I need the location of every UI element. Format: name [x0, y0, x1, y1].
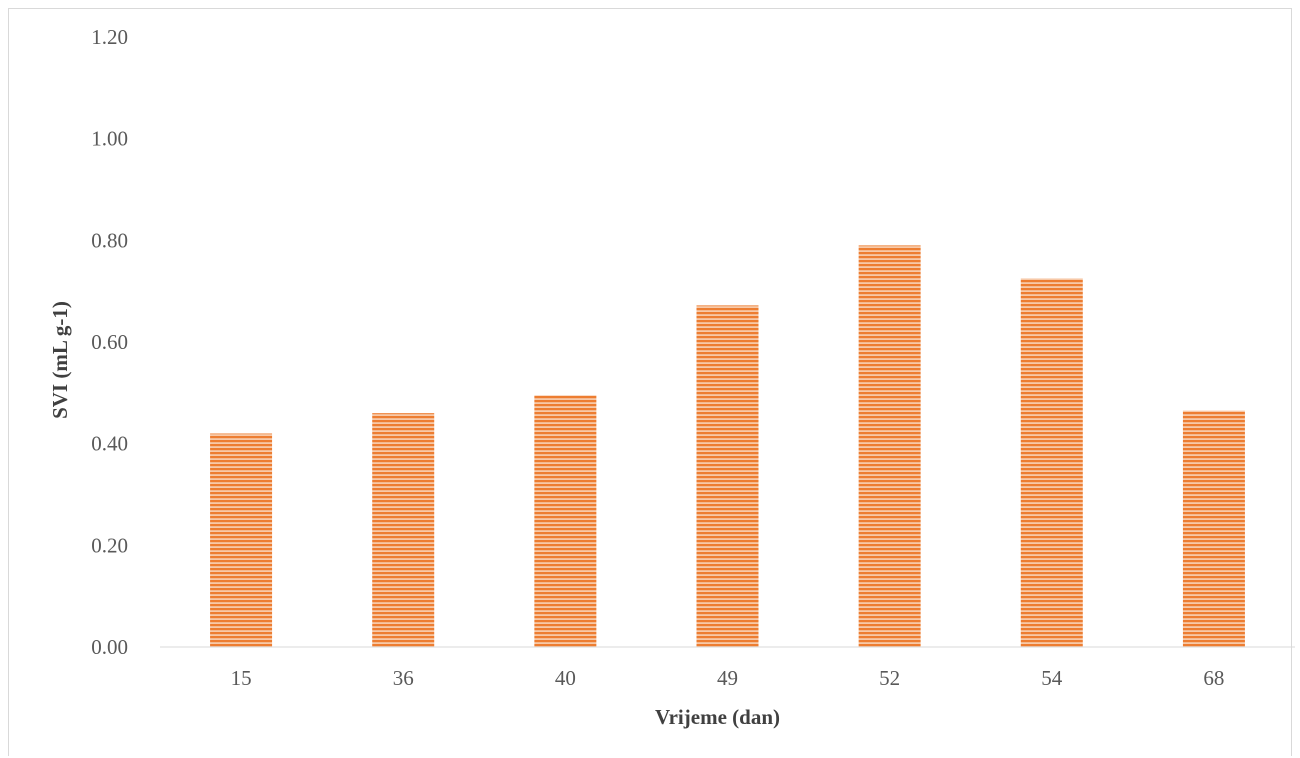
- bar-68: [1182, 410, 1245, 647]
- y-tick-label: 0.00: [91, 635, 128, 659]
- x-tick-label: 68: [1203, 666, 1224, 690]
- bar-54: [1020, 278, 1083, 647]
- y-tick-label: 0.60: [91, 330, 128, 354]
- x-tick-label: 15: [231, 666, 252, 690]
- x-tick-label: 40: [555, 666, 576, 690]
- x-axis-title: Vrijeme (dan): [655, 705, 780, 729]
- y-axis-title: SVI (mL g-1): [48, 301, 72, 419]
- bar-15: [210, 433, 273, 647]
- x-tick-label: 54: [1041, 666, 1063, 690]
- x-tick-label: 49: [717, 666, 738, 690]
- x-tick-label: 52: [879, 666, 900, 690]
- x-tick-label: 36: [393, 666, 414, 690]
- y-tick-label: 0.20: [91, 533, 128, 557]
- bars: [210, 245, 1245, 647]
- y-axis-ticks: 0.00 0.20 0.40 0.60 0.80 1.00 1.20: [91, 25, 128, 659]
- bar-36: [372, 413, 435, 647]
- bar-52: [858, 245, 921, 647]
- y-tick-label: 1.20: [91, 25, 128, 49]
- y-tick-label: 1.00: [91, 127, 128, 151]
- x-axis-ticks: 15 36 40 49 52 54 68: [231, 666, 1225, 690]
- bar-49: [696, 305, 759, 647]
- bar-40: [534, 395, 597, 647]
- y-tick-label: 0.80: [91, 228, 128, 252]
- y-tick-label: 0.40: [91, 432, 128, 456]
